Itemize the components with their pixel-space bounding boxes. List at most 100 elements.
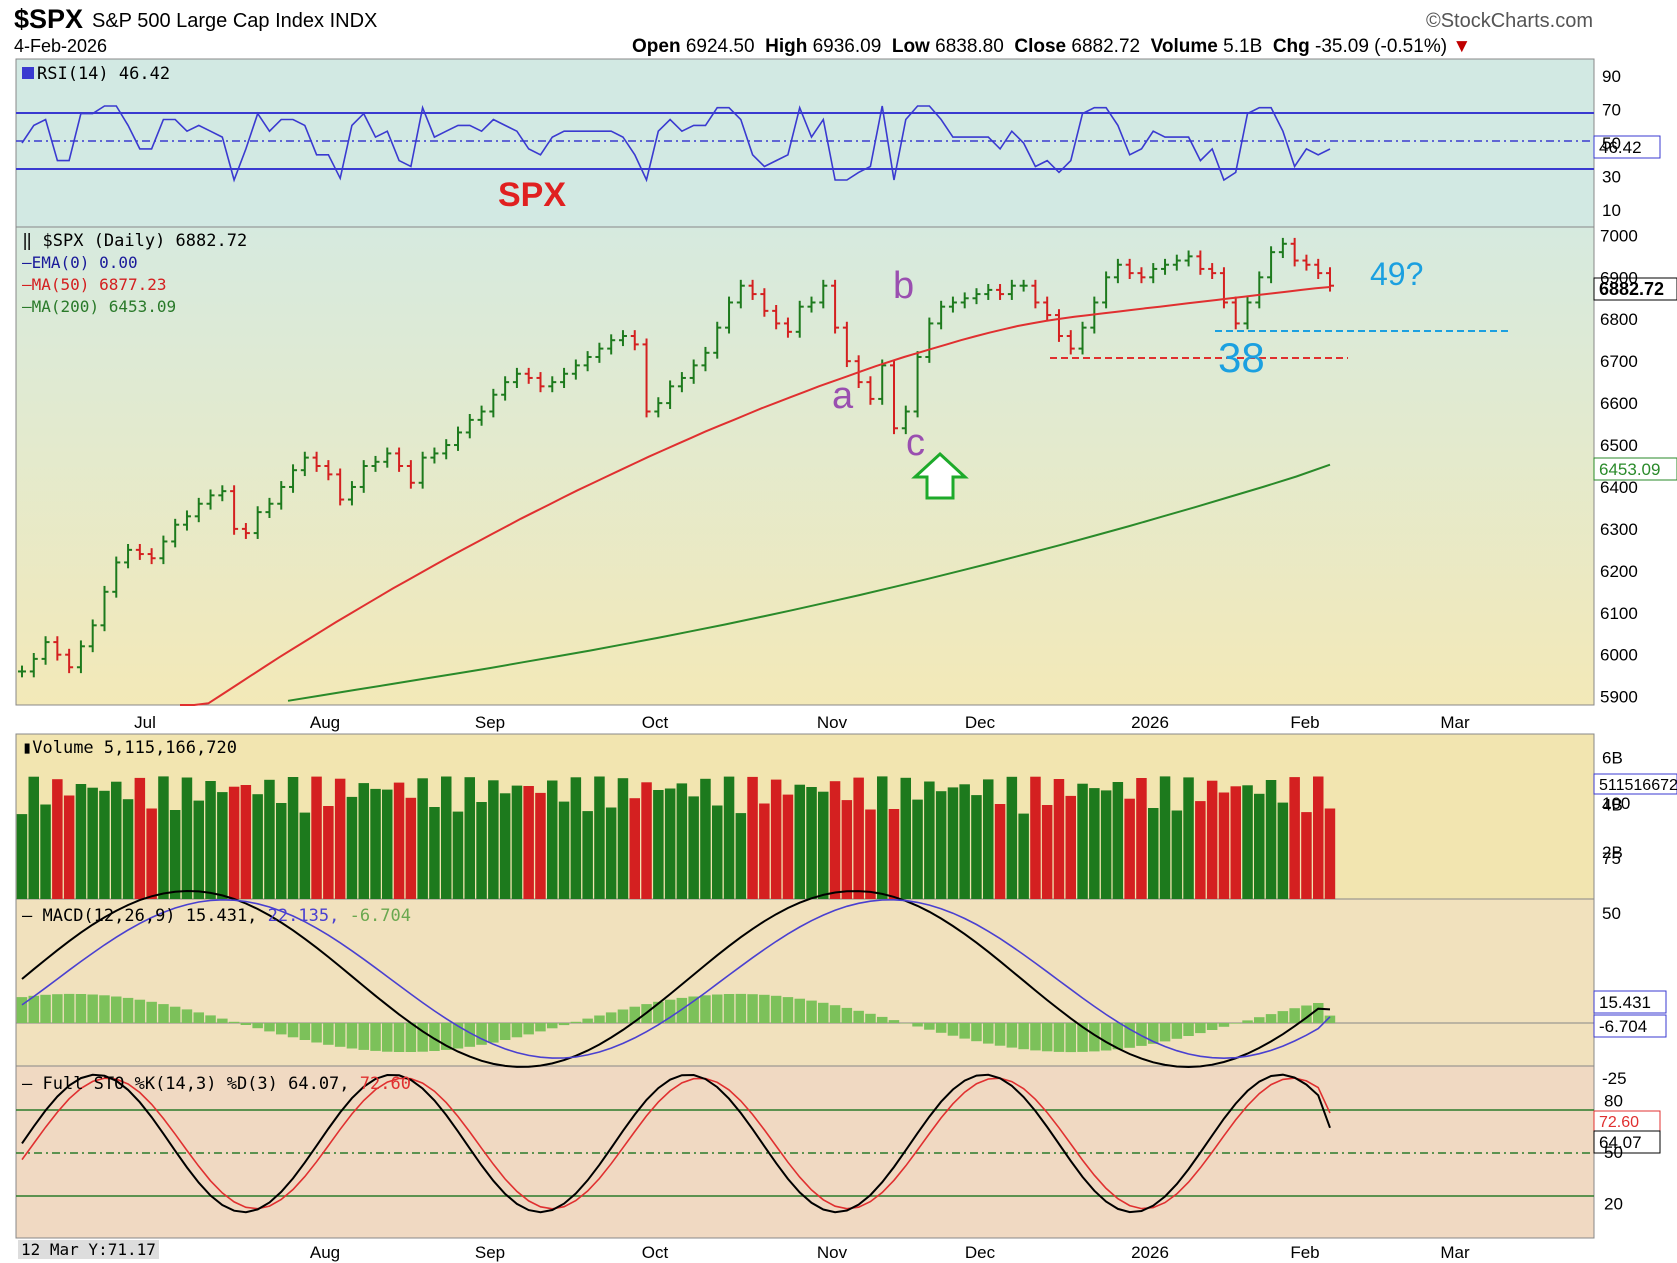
volume-bar <box>1089 788 1100 899</box>
price-bar <box>336 468 345 506</box>
macd-hist-bar <box>287 1023 299 1038</box>
volume-bar <box>169 810 181 899</box>
price-bar <box>124 543 133 569</box>
volume-bar <box>829 781 841 899</box>
price-tick-label: 6400 <box>1600 478 1638 497</box>
price-bar <box>477 405 486 426</box>
volume-bar <box>570 777 582 899</box>
macd-hist-bar <box>818 1002 829 1023</box>
macd-hist-bar <box>1254 1017 1265 1023</box>
price-bar <box>866 376 875 405</box>
price-bar <box>760 288 769 317</box>
macd-hist-bar <box>193 1012 204 1023</box>
price-bar <box>406 460 415 489</box>
price-bar <box>996 284 1005 300</box>
volume-bar <box>358 783 369 899</box>
macd-hist-bar <box>676 997 688 1023</box>
price-bar <box>937 300 946 330</box>
x-axis-label-bottom: Aug <box>310 1243 340 1262</box>
rsi-tick-label: 30 <box>1602 168 1621 187</box>
macd-tick-label: 50 <box>1602 904 1621 923</box>
volume-bar <box>1254 793 1265 899</box>
price-bar <box>147 548 156 565</box>
volume-bar <box>87 787 98 899</box>
x-axis-label: Aug <box>310 713 340 732</box>
macd-hist-bar <box>523 1023 534 1035</box>
ma50-line <box>180 286 1331 706</box>
volume-bar <box>122 799 134 899</box>
chart-date: 4-Feb-2026 <box>14 36 108 56</box>
chg-value: -35.09 (-0.51%) <box>1315 36 1448 57</box>
price-bar <box>1219 267 1228 309</box>
macd-hist-bar <box>382 1023 393 1052</box>
price-bar <box>972 288 981 305</box>
ma200-legend-text: MA(200) 6453.09 <box>31 297 177 316</box>
volume-bar <box>688 796 699 899</box>
volume-bar <box>994 804 1006 899</box>
volume-bar <box>900 777 911 899</box>
x-axis-label: 2026 <box>1131 713 1169 732</box>
x-axis-label-bottom: Oct <box>642 1243 669 1262</box>
price-bar <box>253 506 262 539</box>
volume-bar <box>276 803 287 899</box>
rsi-legend-swatch <box>22 67 34 79</box>
macd-hist-bar <box>1324 1015 1336 1023</box>
macd-hist-bar <box>1053 1023 1065 1052</box>
macd-hist-bar <box>829 1005 841 1023</box>
ema-legend-text: EMA(0) 0.00 <box>31 253 138 272</box>
bar-chart-icon: ‖ <box>22 231 33 251</box>
level-38-label: 38 <box>1218 334 1265 381</box>
price-bar <box>1031 279 1040 309</box>
macd-hist-bar <box>664 999 676 1023</box>
price-bar <box>324 460 333 481</box>
x-axis-label: Mar <box>1440 713 1470 732</box>
price-bar <box>1243 296 1252 330</box>
price-bar <box>1137 267 1146 284</box>
axis-ticks: 7000 6900 6800 6700 6600 6500 6400 6300 6200 6100… <box>134 67 1638 1262</box>
macd-hist-bar <box>1195 1023 1206 1034</box>
macd-hist-bar <box>594 1015 605 1023</box>
price-bar <box>289 464 298 493</box>
volume-bar <box>700 778 711 899</box>
macd-histogram <box>16 993 1336 1053</box>
rsi-tick-label: 50 <box>1602 134 1621 153</box>
macd-hist-bar <box>217 1018 228 1023</box>
volume-bar <box>452 811 464 899</box>
rsi-tag: 46.42 <box>1599 138 1642 157</box>
volume-bar <box>1077 783 1088 899</box>
spx-annotation: SPX <box>498 176 566 214</box>
macd-hist-bar <box>405 1023 417 1052</box>
sto-label-text: Full STO %K(14,3) %D(3) 64.07, <box>42 1074 350 1094</box>
volume-bar <box>747 776 758 899</box>
price-bar <box>241 523 250 539</box>
price-tick-label: 5900 <box>1600 688 1638 707</box>
price-bar <box>548 376 557 393</box>
macd-hist-bar <box>334 1023 346 1047</box>
price-bar <box>618 330 627 347</box>
volume-label: ▮Volume 5,115,166,720 <box>22 738 237 758</box>
rsi-tick-label: 70 <box>1602 100 1621 119</box>
volume-bar <box>240 785 252 899</box>
macd-hist-bar <box>912 1023 923 1027</box>
price-bar <box>277 481 286 510</box>
volume-bar <box>853 777 864 899</box>
macd-hist-bar <box>1124 1023 1135 1048</box>
volume-bar <box>877 776 888 899</box>
price-bar <box>29 653 38 678</box>
brand: ©StockCharts.com <box>1425 10 1593 32</box>
close-label: Close <box>1014 36 1067 57</box>
volume-bar <box>264 779 275 899</box>
price-bar <box>560 367 569 389</box>
sto-tick-label: 50 <box>1604 1143 1623 1162</box>
volume-bar <box>1277 802 1289 899</box>
volume-bar <box>252 794 263 899</box>
macd-hist-bar <box>311 1023 322 1043</box>
macd-signal-label: 22.135, <box>267 906 340 926</box>
macd-tick-label: -25 <box>1602 1069 1627 1088</box>
price-bar <box>1078 321 1087 355</box>
price-bar <box>748 279 757 300</box>
price-bar <box>347 481 356 506</box>
price-bar <box>878 359 887 405</box>
cursor-readout: 12 Mar Y:71.17 <box>18 1240 159 1259</box>
